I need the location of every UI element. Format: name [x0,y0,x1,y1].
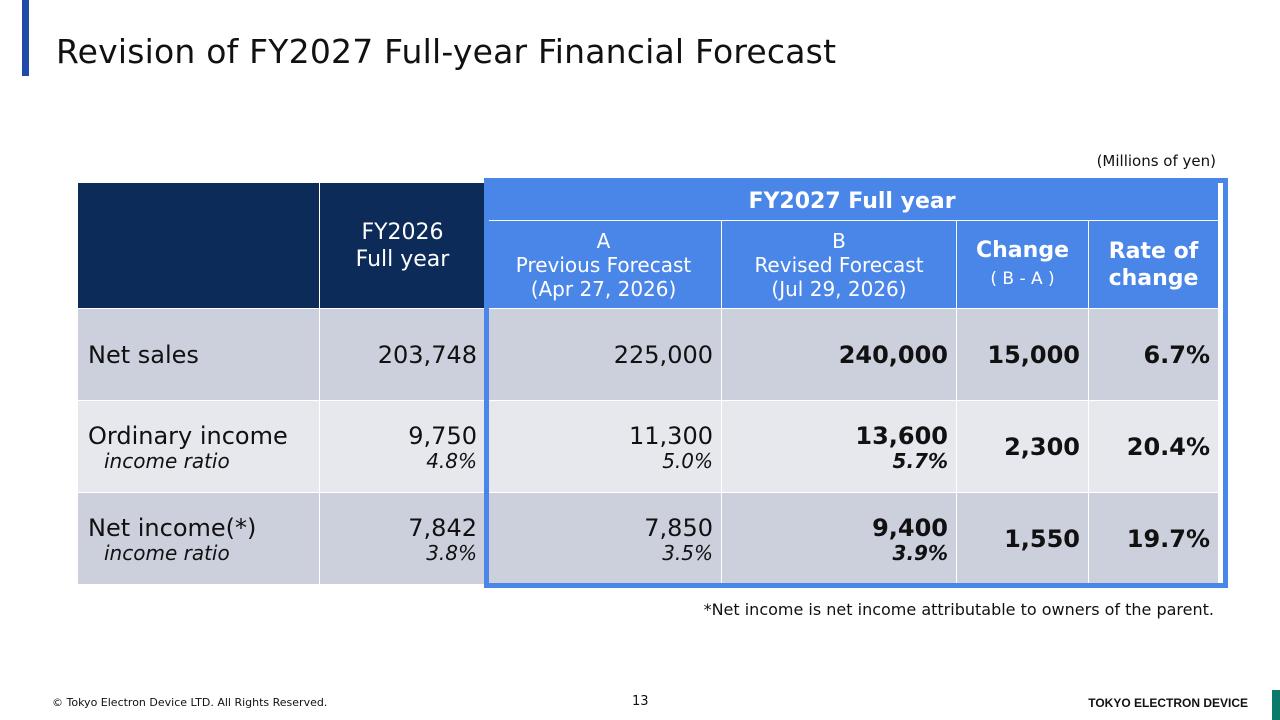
cell-previous: 7,850 3.5% [485,492,722,585]
header-fy2027-group: FY2027 Full year [484,181,1220,222]
header-revised-forecast: B Revised Forecast (Jul 29, 2026) [721,220,957,309]
forecast-table: FY2026 Full year FY2027 Full year A Prev… [77,181,1220,585]
cell-previous: 11,300 5.0% [485,400,722,493]
row-label-text: Ordinary income [88,421,288,450]
page-number: 13 [632,694,649,709]
cell-revised: 13,600 5.7% [721,400,957,493]
cell-ratio: 3.9% [892,540,948,565]
cell-revised: 9,400 3.9% [721,492,957,585]
header-rate-label: Rate of change [1108,238,1199,291]
copyright: © Tokyo Electron Device LTD. All Rights … [52,696,328,709]
cell-ratio: 4.8% [426,448,477,473]
cell-rate: 6.7% [1087,308,1220,401]
cell-value: 13,600 [855,421,948,450]
cell-ratio: 5.7% [892,448,948,473]
cell-fy2026: 203,748 [319,308,486,401]
cell-change: 1,550 [956,492,1089,585]
cell-value: 9,750 [408,421,477,450]
cell-change: 2,300 [956,400,1089,493]
title-accent-bar [22,0,29,76]
row-label: Net income(*) income ratio [77,492,320,585]
cell-revised: 240,000 [721,308,957,401]
brand-logo-text: TOKYO ELECTRON DEVICE [1088,696,1248,710]
row-label: Ordinary income income ratio [77,400,320,493]
table-row: Ordinary income income ratio 9,750 4.8% … [77,400,1220,493]
cell-fy2026: 7,842 3.8% [319,492,486,585]
cell-rate: 19.7% [1087,492,1220,585]
table-row: Net sales 203,748 225,000 240,000 15,000… [77,308,1220,401]
header-rate: Rate of change [1087,220,1220,309]
header-previous-forecast-label: A Previous Forecast (Apr 27, 2026) [515,228,692,301]
corner-accent-bar [1272,690,1280,720]
footnote: *Net income is net income attributable t… [703,600,1214,619]
cell-value: 9,400 [872,513,948,542]
cell-value: 7,842 [408,513,477,542]
row-label-text: Net sales [88,340,199,369]
header-revised-forecast-label: B Revised Forecast (Jul 29, 2026) [754,228,924,301]
cell-previous: 225,000 [485,308,722,401]
header-change-label: Change [976,237,1069,263]
unit-label: (Millions of yen) [1096,152,1216,170]
header-previous-forecast: A Previous Forecast (Apr 27, 2026) [485,220,722,309]
header-change: Change ( B - A ) [956,220,1089,309]
cell-rate: 20.4% [1087,400,1220,493]
cell-ratio: 3.8% [426,540,477,565]
row-sublabel: income ratio [104,540,230,565]
row-label-text: Net income(*) [88,513,257,542]
header-change-sub: ( B - A ) [990,268,1055,289]
row-label: Net sales [77,308,320,401]
cell-ratio: 5.0% [662,448,713,473]
row-sublabel: income ratio [104,448,230,473]
cell-value: 11,300 [629,421,713,450]
page-title: Revision of FY2027 Full-year Financial F… [56,32,837,71]
cell-value: 7,850 [644,513,713,542]
header-blank [77,182,320,309]
cell-change: 15,000 [956,308,1089,401]
header-fy2026: FY2026 Full year [319,182,486,309]
cell-ratio: 3.5% [662,540,713,565]
cell-fy2026: 9,750 4.8% [319,400,486,493]
table-row: Net income(*) income ratio 7,842 3.8% 7,… [77,492,1220,585]
header-fy2026-label: FY2026 Full year [355,219,450,272]
